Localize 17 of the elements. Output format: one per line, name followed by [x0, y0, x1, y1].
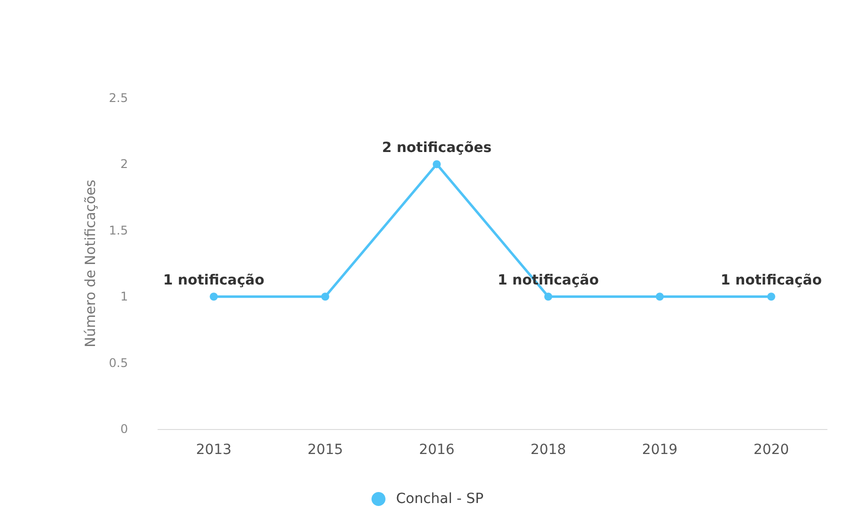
y-axis-title: Número de Notificações — [83, 180, 100, 348]
x-tick-label: 2020 — [753, 442, 790, 458]
legend-label: Conchal - SP — [396, 491, 484, 507]
y-tick-label: 2.5 — [108, 91, 128, 105]
x-tick-label: 2018 — [530, 442, 566, 458]
x-tick-label: 2015 — [307, 442, 344, 458]
data-label: 1 notificação — [720, 272, 822, 289]
data-label: 2 notificações — [382, 140, 492, 156]
x-tick-label: 2016 — [418, 442, 455, 458]
y-tick-label: 0 — [120, 422, 128, 436]
x-tick-label: 2013 — [196, 442, 232, 458]
y-tick-label: 0.5 — [108, 356, 128, 370]
y-tick-label: 1.5 — [108, 223, 128, 238]
y-tick-label: 1 — [120, 290, 128, 304]
data-label: 1 notificação — [163, 272, 265, 289]
y-tick-label: 2 — [120, 157, 128, 172]
x-tick-label: 2019 — [642, 442, 678, 458]
